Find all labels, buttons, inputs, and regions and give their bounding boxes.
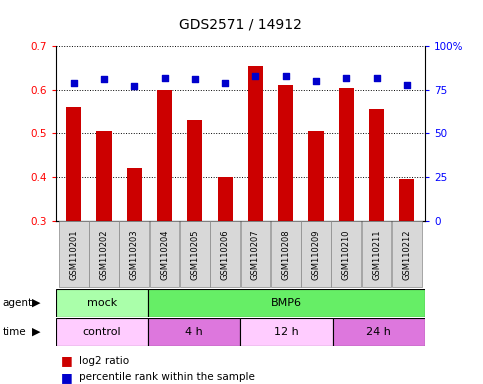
Bar (187, 120, 202, 221)
Bar (278, 85, 293, 221)
Bar (66, 107, 81, 221)
Text: 12 h: 12 h (274, 326, 299, 337)
Text: GSM110206: GSM110206 (221, 229, 229, 280)
Bar (362, 222, 391, 287)
Text: GSM110203: GSM110203 (130, 229, 139, 280)
Point (403, 81, 411, 88)
Bar (392, 222, 422, 287)
Text: GSM110201: GSM110201 (69, 229, 78, 280)
Bar (210, 222, 240, 287)
Text: GSM110202: GSM110202 (99, 229, 109, 280)
Bar (309, 131, 324, 221)
Text: GSM110211: GSM110211 (372, 229, 381, 280)
Text: GSM110208: GSM110208 (281, 229, 290, 280)
Point (373, 74, 381, 81)
Bar (217, 177, 233, 221)
Bar (248, 66, 263, 221)
Bar (119, 222, 149, 287)
Text: GSM110207: GSM110207 (251, 229, 260, 280)
Text: 4 h: 4 h (185, 326, 203, 337)
Point (342, 74, 350, 81)
Bar (97, 131, 112, 221)
Bar (271, 222, 300, 287)
Bar (180, 222, 210, 287)
Text: time: time (2, 326, 26, 337)
Point (221, 80, 229, 86)
Bar (56, 289, 148, 317)
Point (191, 76, 199, 82)
Text: GSM110205: GSM110205 (190, 229, 199, 280)
Text: ▶: ▶ (32, 298, 41, 308)
Bar (59, 222, 88, 287)
Bar (241, 318, 333, 346)
Text: mock: mock (86, 298, 117, 308)
Point (252, 73, 259, 79)
Text: control: control (83, 326, 121, 337)
Bar (127, 169, 142, 221)
Text: ■: ■ (60, 354, 72, 367)
Bar (399, 179, 414, 221)
Bar (56, 318, 148, 346)
Text: agent: agent (2, 298, 32, 308)
Bar (369, 109, 384, 221)
Text: GSM110209: GSM110209 (312, 229, 321, 280)
Bar (301, 222, 331, 287)
Text: GSM110210: GSM110210 (342, 229, 351, 280)
Bar (157, 90, 172, 221)
Text: GSM110204: GSM110204 (160, 229, 169, 280)
Bar (148, 289, 425, 317)
Text: ■: ■ (60, 371, 72, 384)
Bar (241, 222, 270, 287)
Text: percentile rank within the sample: percentile rank within the sample (79, 372, 255, 382)
Point (161, 74, 169, 81)
Point (312, 78, 320, 84)
Text: 24 h: 24 h (367, 326, 391, 337)
Bar (150, 222, 179, 287)
Point (70, 80, 78, 86)
Text: ▶: ▶ (32, 326, 41, 337)
Text: GDS2571 / 14912: GDS2571 / 14912 (179, 18, 302, 32)
Bar (333, 318, 425, 346)
Bar (148, 318, 241, 346)
Point (100, 76, 108, 82)
Text: GSM110212: GSM110212 (402, 229, 412, 280)
Bar (339, 88, 354, 221)
Point (282, 73, 290, 79)
Text: BMP6: BMP6 (271, 298, 302, 308)
Bar (331, 222, 361, 287)
Point (130, 83, 138, 89)
Text: log2 ratio: log2 ratio (79, 356, 129, 366)
Bar (89, 222, 119, 287)
